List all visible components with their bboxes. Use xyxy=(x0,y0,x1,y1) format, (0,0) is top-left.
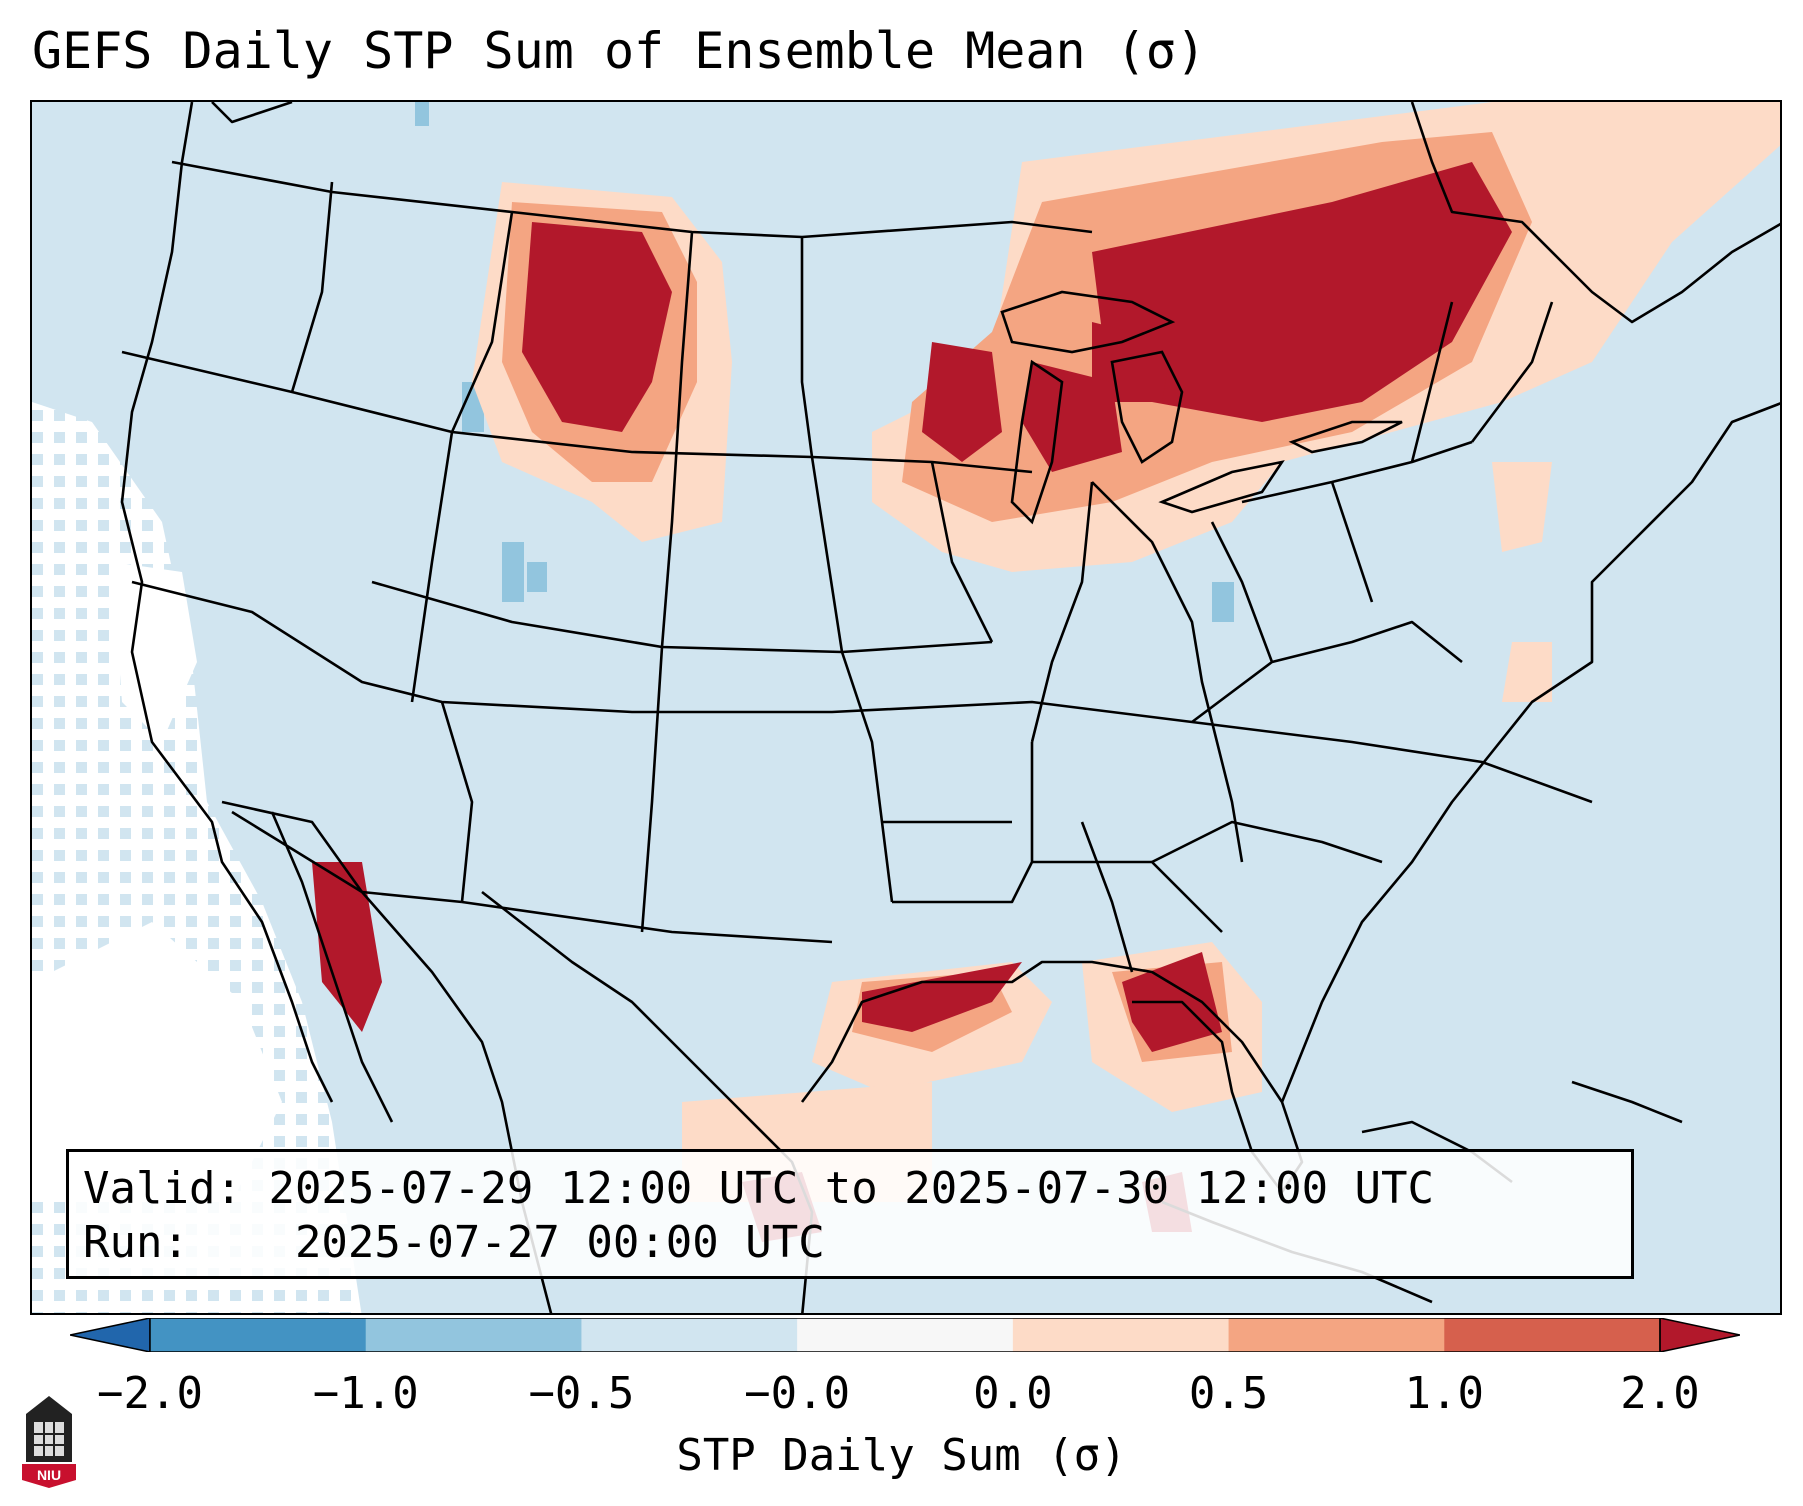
colorbar-segment xyxy=(150,1318,367,1352)
chart-title: GEFS Daily STP Sum of Ensemble Mean (σ) xyxy=(32,22,1206,80)
colorbar-segment xyxy=(797,1318,1014,1352)
colorbar-tick: −0.0 xyxy=(744,1368,851,1419)
colorbar-tick: 2.0 xyxy=(1620,1368,1700,1419)
colorbar-segments xyxy=(150,1318,1661,1352)
colorbar-tick: −1.0 xyxy=(312,1368,419,1419)
validity-info-box: Valid: 2025-07-29 12:00 UTC to 2025-07-3… xyxy=(66,1149,1634,1279)
colorbar-tick: 1.0 xyxy=(1404,1368,1485,1419)
map-panel xyxy=(30,100,1782,1315)
state-borders xyxy=(121,160,1593,973)
colorbar xyxy=(70,1318,1740,1352)
colorbar-tick: 0.5 xyxy=(1188,1368,1269,1419)
map-canvas xyxy=(32,102,1780,1313)
colorbar-segment xyxy=(1012,1318,1230,1352)
colorbar-tick: −2.0 xyxy=(97,1368,203,1419)
colorbar-over-arrow xyxy=(1659,1318,1740,1352)
colorbar-tick: −0.5 xyxy=(528,1368,635,1419)
great-lakes xyxy=(1000,290,1403,525)
valid-label: Valid: xyxy=(83,1163,242,1214)
valid-value: 2025-07-29 12:00 UTC to 2025-07-30 12:00… xyxy=(268,1163,1435,1214)
run-label: Run: xyxy=(83,1217,189,1268)
colorbar-segment xyxy=(1444,1318,1661,1352)
colorbar-label: STP Daily Sum (σ) xyxy=(676,1430,1127,1481)
colorbar-segment xyxy=(1228,1318,1445,1352)
run-line: Run: 2025-07-27 00:00 UTC xyxy=(83,1216,1617,1270)
colorbar-segment xyxy=(581,1318,798,1352)
run-value: 2025-07-27 00:00 UTC xyxy=(294,1217,825,1268)
logo-text: NIU xyxy=(37,1467,61,1483)
valid-line: Valid: 2025-07-29 12:00 UTC to 2025-07-3… xyxy=(83,1162,1617,1216)
niu-logo: NIU xyxy=(22,1396,76,1488)
colorbar-tick: 0.0 xyxy=(973,1368,1053,1419)
colorbar-segment xyxy=(365,1318,582,1352)
neutral-region-pacific xyxy=(32,402,362,1313)
colorbar-under-arrow xyxy=(70,1318,151,1352)
